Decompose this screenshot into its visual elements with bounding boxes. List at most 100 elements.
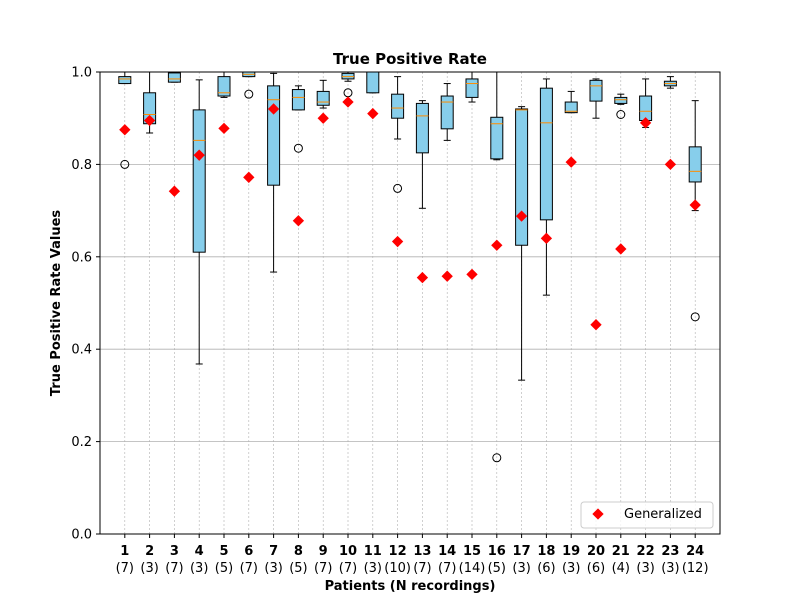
x-tick-label: 16 bbox=[488, 544, 506, 559]
generalized-point bbox=[119, 124, 131, 136]
box-iqr bbox=[515, 108, 529, 246]
box-patient-4 bbox=[192, 79, 206, 365]
x-tick-recordings: (12) bbox=[682, 561, 709, 576]
box-iqr bbox=[192, 109, 206, 253]
x-tick-label: 1 bbox=[120, 544, 129, 559]
box-patient-5 bbox=[217, 71, 231, 98]
generalized-point bbox=[491, 239, 503, 251]
y-tick-label: 0.2 bbox=[71, 435, 92, 450]
plot-area-frame bbox=[99, 71, 721, 535]
generalized-point bbox=[367, 107, 379, 120]
box-iqr bbox=[639, 95, 653, 122]
generalized-point bbox=[168, 185, 181, 197]
outlier-point bbox=[393, 183, 403, 193]
box-patient-13 bbox=[415, 100, 429, 209]
outlier-point bbox=[120, 159, 130, 169]
x-tick-recordings: (7) bbox=[438, 561, 456, 576]
x-tick-recordings: (3) bbox=[264, 561, 282, 576]
box-patient-14 bbox=[440, 83, 454, 141]
box-patient-19 bbox=[564, 90, 578, 114]
x-tick-label: 23 bbox=[661, 544, 679, 559]
x-tick-label: 7 bbox=[269, 544, 278, 559]
generalized-point bbox=[441, 270, 453, 282]
generalized-point bbox=[218, 122, 230, 135]
y-axis-label: True Positive Rate Values bbox=[49, 210, 64, 397]
x-tick-label: 20 bbox=[587, 544, 605, 559]
box-iqr bbox=[391, 93, 405, 119]
box-iqr bbox=[217, 76, 231, 97]
outlier-point bbox=[616, 110, 626, 120]
x-tick-label: 12 bbox=[389, 544, 407, 559]
generalized-point bbox=[317, 112, 329, 124]
x-tick-recordings: (3) bbox=[190, 561, 208, 576]
x-tick-label: 13 bbox=[413, 544, 431, 559]
box-patient-15 bbox=[465, 71, 479, 103]
box-patient-20 bbox=[589, 78, 603, 119]
box-iqr bbox=[614, 96, 628, 104]
x-tick-label: 10 bbox=[339, 544, 357, 559]
generalized-point bbox=[193, 149, 205, 161]
x-tick-recordings: (7) bbox=[240, 561, 258, 576]
legend: Generalized bbox=[580, 501, 714, 529]
x-tick-label: 3 bbox=[170, 544, 179, 559]
x-tick-label: 5 bbox=[219, 544, 228, 559]
x-tick-label: 21 bbox=[612, 544, 630, 559]
generalized-point bbox=[565, 156, 577, 168]
box-iqr bbox=[291, 89, 305, 111]
generalized-point bbox=[416, 271, 429, 284]
x-tick-recordings: (5) bbox=[488, 561, 506, 576]
box-iqr bbox=[440, 95, 454, 130]
legend-marker-diamond bbox=[592, 508, 604, 520]
box-patient-6 bbox=[242, 71, 256, 99]
x-axis-label: Patients (N recordings) bbox=[325, 579, 496, 594]
x-tick-recordings: (3) bbox=[512, 561, 530, 576]
x-tick-label: 2 bbox=[145, 544, 154, 559]
box-patient-23 bbox=[663, 76, 677, 89]
box-iqr bbox=[564, 101, 578, 114]
x-tick-label: 11 bbox=[364, 544, 382, 559]
x-tick-recordings: (7) bbox=[116, 561, 134, 576]
box-iqr bbox=[267, 85, 281, 186]
generalized-point bbox=[292, 215, 305, 227]
box-patient-24 bbox=[688, 100, 702, 322]
box-patient-21 bbox=[614, 93, 628, 120]
y-tick-label: 0.0 bbox=[71, 528, 92, 543]
x-tick-recordings: (6) bbox=[587, 561, 605, 576]
box-patient-11 bbox=[366, 71, 380, 94]
x-tick-label: 18 bbox=[537, 544, 555, 559]
x-tick-label: 22 bbox=[637, 544, 655, 559]
x-tick-label: 15 bbox=[463, 544, 481, 559]
box-iqr bbox=[316, 90, 330, 106]
outlier-point bbox=[690, 312, 700, 322]
generalized-point bbox=[615, 243, 627, 255]
x-tick-recordings: (10) bbox=[384, 561, 411, 576]
box-plots bbox=[118, 71, 702, 463]
generalized-point bbox=[342, 96, 354, 108]
legend-box bbox=[580, 501, 714, 529]
x-tick-recordings: (7) bbox=[339, 561, 357, 576]
x-tick-label: 17 bbox=[513, 544, 531, 559]
x-tick-recordings: (5) bbox=[289, 561, 307, 576]
generalized-point bbox=[243, 171, 255, 183]
x-tick-recordings: (7) bbox=[413, 561, 431, 576]
x-tick-recordings: (3) bbox=[636, 561, 654, 576]
x-tick-recordings: (3) bbox=[364, 561, 382, 576]
y-axis-ticks: 0.0 0.2 0.4 0.6 0.8 1.0 bbox=[71, 66, 100, 543]
box-iqr bbox=[415, 102, 429, 154]
box-patient-3 bbox=[167, 71, 181, 83]
x-tick-label: 24 bbox=[686, 544, 704, 559]
x-tick-recordings: (7) bbox=[314, 561, 332, 576]
box-iqr bbox=[490, 116, 504, 160]
generalized-point bbox=[540, 232, 553, 244]
x-tick-label: 14 bbox=[438, 544, 456, 559]
outlier-point bbox=[492, 453, 502, 463]
box-patient-17 bbox=[515, 106, 529, 381]
legend-label-generalized: Generalized bbox=[624, 507, 702, 522]
x-tick-label: 19 bbox=[562, 544, 580, 559]
generalized-point bbox=[689, 199, 701, 211]
box-iqr bbox=[167, 72, 181, 83]
y-tick-label: 0.8 bbox=[71, 158, 92, 173]
x-tick-recordings: (14) bbox=[459, 561, 486, 576]
generalized-point bbox=[515, 210, 528, 222]
